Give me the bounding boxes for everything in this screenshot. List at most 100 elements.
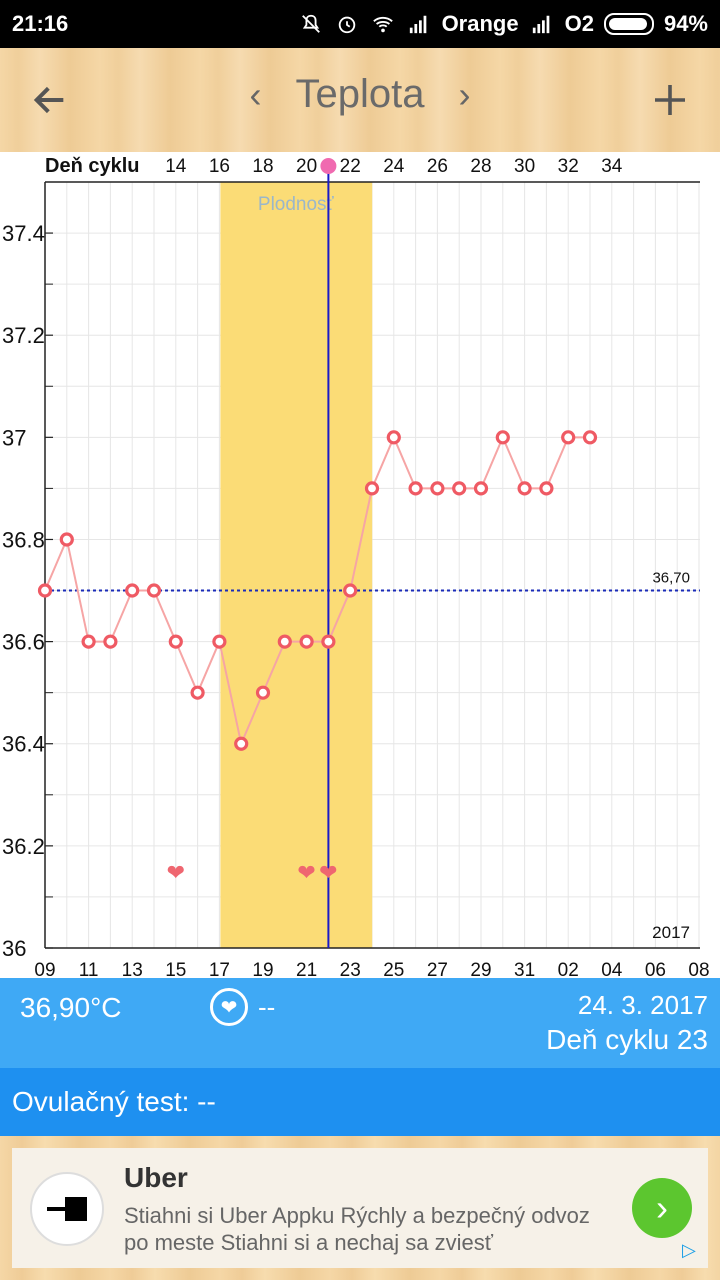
temperature-point	[517, 481, 532, 496]
wifi-icon	[372, 16, 393, 33]
previous-chevron-icon[interactable]: ‹	[249, 73, 262, 115]
adchoices-icon[interactable]: ▷	[682, 1240, 696, 1260]
cycle-tick-label: 30	[514, 156, 535, 177]
plus-icon	[655, 85, 685, 115]
temperature-point	[386, 430, 401, 445]
heart-marker-icon: ❤	[167, 861, 185, 886]
temperature-point	[408, 481, 423, 496]
cycle-tick-label: 18	[252, 156, 273, 177]
cycle-axis-label: Deň cyklu	[45, 155, 139, 177]
carrier-1: Orange	[441, 11, 519, 36]
battery-icon	[603, 13, 654, 35]
heart-icon[interactable]: ❤	[210, 988, 248, 1026]
date-tick-label: 08	[688, 960, 709, 978]
date-tick-label: 13	[122, 960, 143, 978]
temperature-point	[495, 430, 510, 445]
temperature-point	[539, 481, 554, 496]
temperature-point	[299, 634, 314, 649]
uber-logo-icon	[30, 1172, 104, 1246]
cycle-day: Deň cyklu 23	[546, 1024, 708, 1055]
temperature-point	[212, 634, 227, 649]
fertile-label: Plodnosť	[258, 194, 335, 215]
y-tick-label: 37.4	[2, 221, 45, 246]
status-icons: Orange O2 94%	[298, 11, 708, 37]
signal-icon	[409, 15, 426, 34]
cycle-tick-label: 24	[383, 156, 405, 177]
ad-title: Uber	[124, 1162, 188, 1193]
date-tick-label: 25	[383, 960, 404, 978]
date-tick-label: 02	[558, 960, 579, 978]
cycle-tick-label: 26	[427, 156, 448, 177]
y-tick-label: 37.2	[2, 323, 45, 348]
cycle-tick-label: 34	[601, 156, 623, 177]
cycle-tick-label: 28	[470, 156, 491, 177]
ovulation-test-label: Ovulačný test: --	[12, 1086, 216, 1117]
date-tick-label: 11	[79, 960, 99, 978]
cycle-tick-label: 22	[340, 156, 361, 177]
date-tick-label: 29	[470, 960, 491, 978]
date-tick-label: 15	[165, 960, 186, 978]
battery-level: 94%	[663, 11, 708, 36]
temperature-point	[321, 634, 336, 649]
temperature-point	[146, 583, 162, 598]
date-tick-label: 23	[340, 960, 361, 978]
temperature-point	[234, 736, 249, 751]
signal-icon-2	[532, 15, 549, 34]
chart-svg[interactable]: Plodnosť 37.4 37.2 37 36.8 36.6 36.4 36.2 36 Deň …	[0, 152, 720, 978]
cycle-tick-label: 16	[209, 156, 230, 177]
app-header: ‹ Teplota ›	[0, 48, 720, 152]
ovulation-test-bar[interactable]: Ovulačný test: --	[0, 1068, 720, 1136]
temperature-point	[364, 481, 380, 496]
heart-marker-icon: ❤	[297, 861, 315, 886]
selected-date: 24. 3. 2017	[577, 990, 708, 1020]
date-tick-label: 27	[427, 960, 448, 978]
temperature-point	[277, 634, 292, 649]
date-tick-label: 09	[34, 960, 55, 978]
temperature-point	[452, 481, 467, 496]
temperature-point	[168, 634, 183, 649]
date-tick-label: 21	[296, 960, 317, 978]
temperature-chart[interactable]: Plodnosť 37.4 37.2 37 36.8 36.6 36.4 36.2 36 Deň …	[0, 152, 720, 978]
arrow-left-icon	[33, 86, 64, 114]
info-bar: 36,90°C ❤ -- 24. 3. 2017 Deň cyklu 23	[0, 978, 720, 1068]
date-tick-label: 04	[601, 960, 623, 978]
current-day-marker	[320, 158, 337, 174]
heart-value: --	[258, 992, 276, 1022]
temperature-point	[59, 532, 74, 547]
ad-container: Uber Stiahni si Uber Appku Rýchly a bezp…	[0, 1136, 720, 1280]
y-tick-label: 36.2	[2, 834, 45, 859]
date-tick-label: 31	[514, 960, 535, 978]
temperature-point	[582, 430, 598, 445]
temperature-point	[190, 685, 205, 700]
y-tick-label: 36.4	[2, 732, 45, 757]
temperature-point	[81, 634, 96, 649]
temperature-point	[125, 583, 140, 598]
ad-banner[interactable]: Uber Stiahni si Uber Appku Rýchly a bezp…	[12, 1148, 708, 1268]
next-chevron-icon[interactable]: ›	[458, 73, 471, 115]
date-tick-label: 17	[209, 960, 230, 978]
title-group: ‹ Teplota ›	[0, 72, 720, 117]
year-label: 2017	[652, 923, 690, 942]
cycle-tick-label: 32	[558, 156, 579, 177]
page-title: Teplota	[295, 72, 425, 116]
heart-marker-icon: ❤	[319, 861, 337, 886]
cycle-tick-label: 20	[296, 156, 317, 177]
status-bar: 21:16 Orange O2 94%	[0, 0, 720, 48]
y-tick-label: 37	[2, 425, 26, 450]
alarm-icon	[338, 16, 355, 34]
temperature-point	[343, 583, 358, 598]
back-button[interactable]	[18, 68, 82, 132]
temperature-point	[430, 481, 445, 496]
date-tick-label: 19	[252, 960, 273, 978]
fertile-window	[220, 182, 373, 948]
ad-description: Stiahni si Uber Appku Rýchly a bezpečný …	[124, 1203, 590, 1255]
temperature-point	[37, 583, 53, 598]
cycle-tick-label: 14	[165, 156, 187, 177]
temperature-point	[561, 430, 576, 445]
mute-icon	[301, 14, 320, 33]
status-time: 21:16	[12, 11, 69, 36]
current-temperature: 36,90°C	[20, 992, 122, 1023]
y-tick-label: 36.8	[2, 527, 45, 552]
ad-open-button[interactable]: ›	[632, 1178, 692, 1238]
add-button[interactable]	[638, 68, 702, 132]
